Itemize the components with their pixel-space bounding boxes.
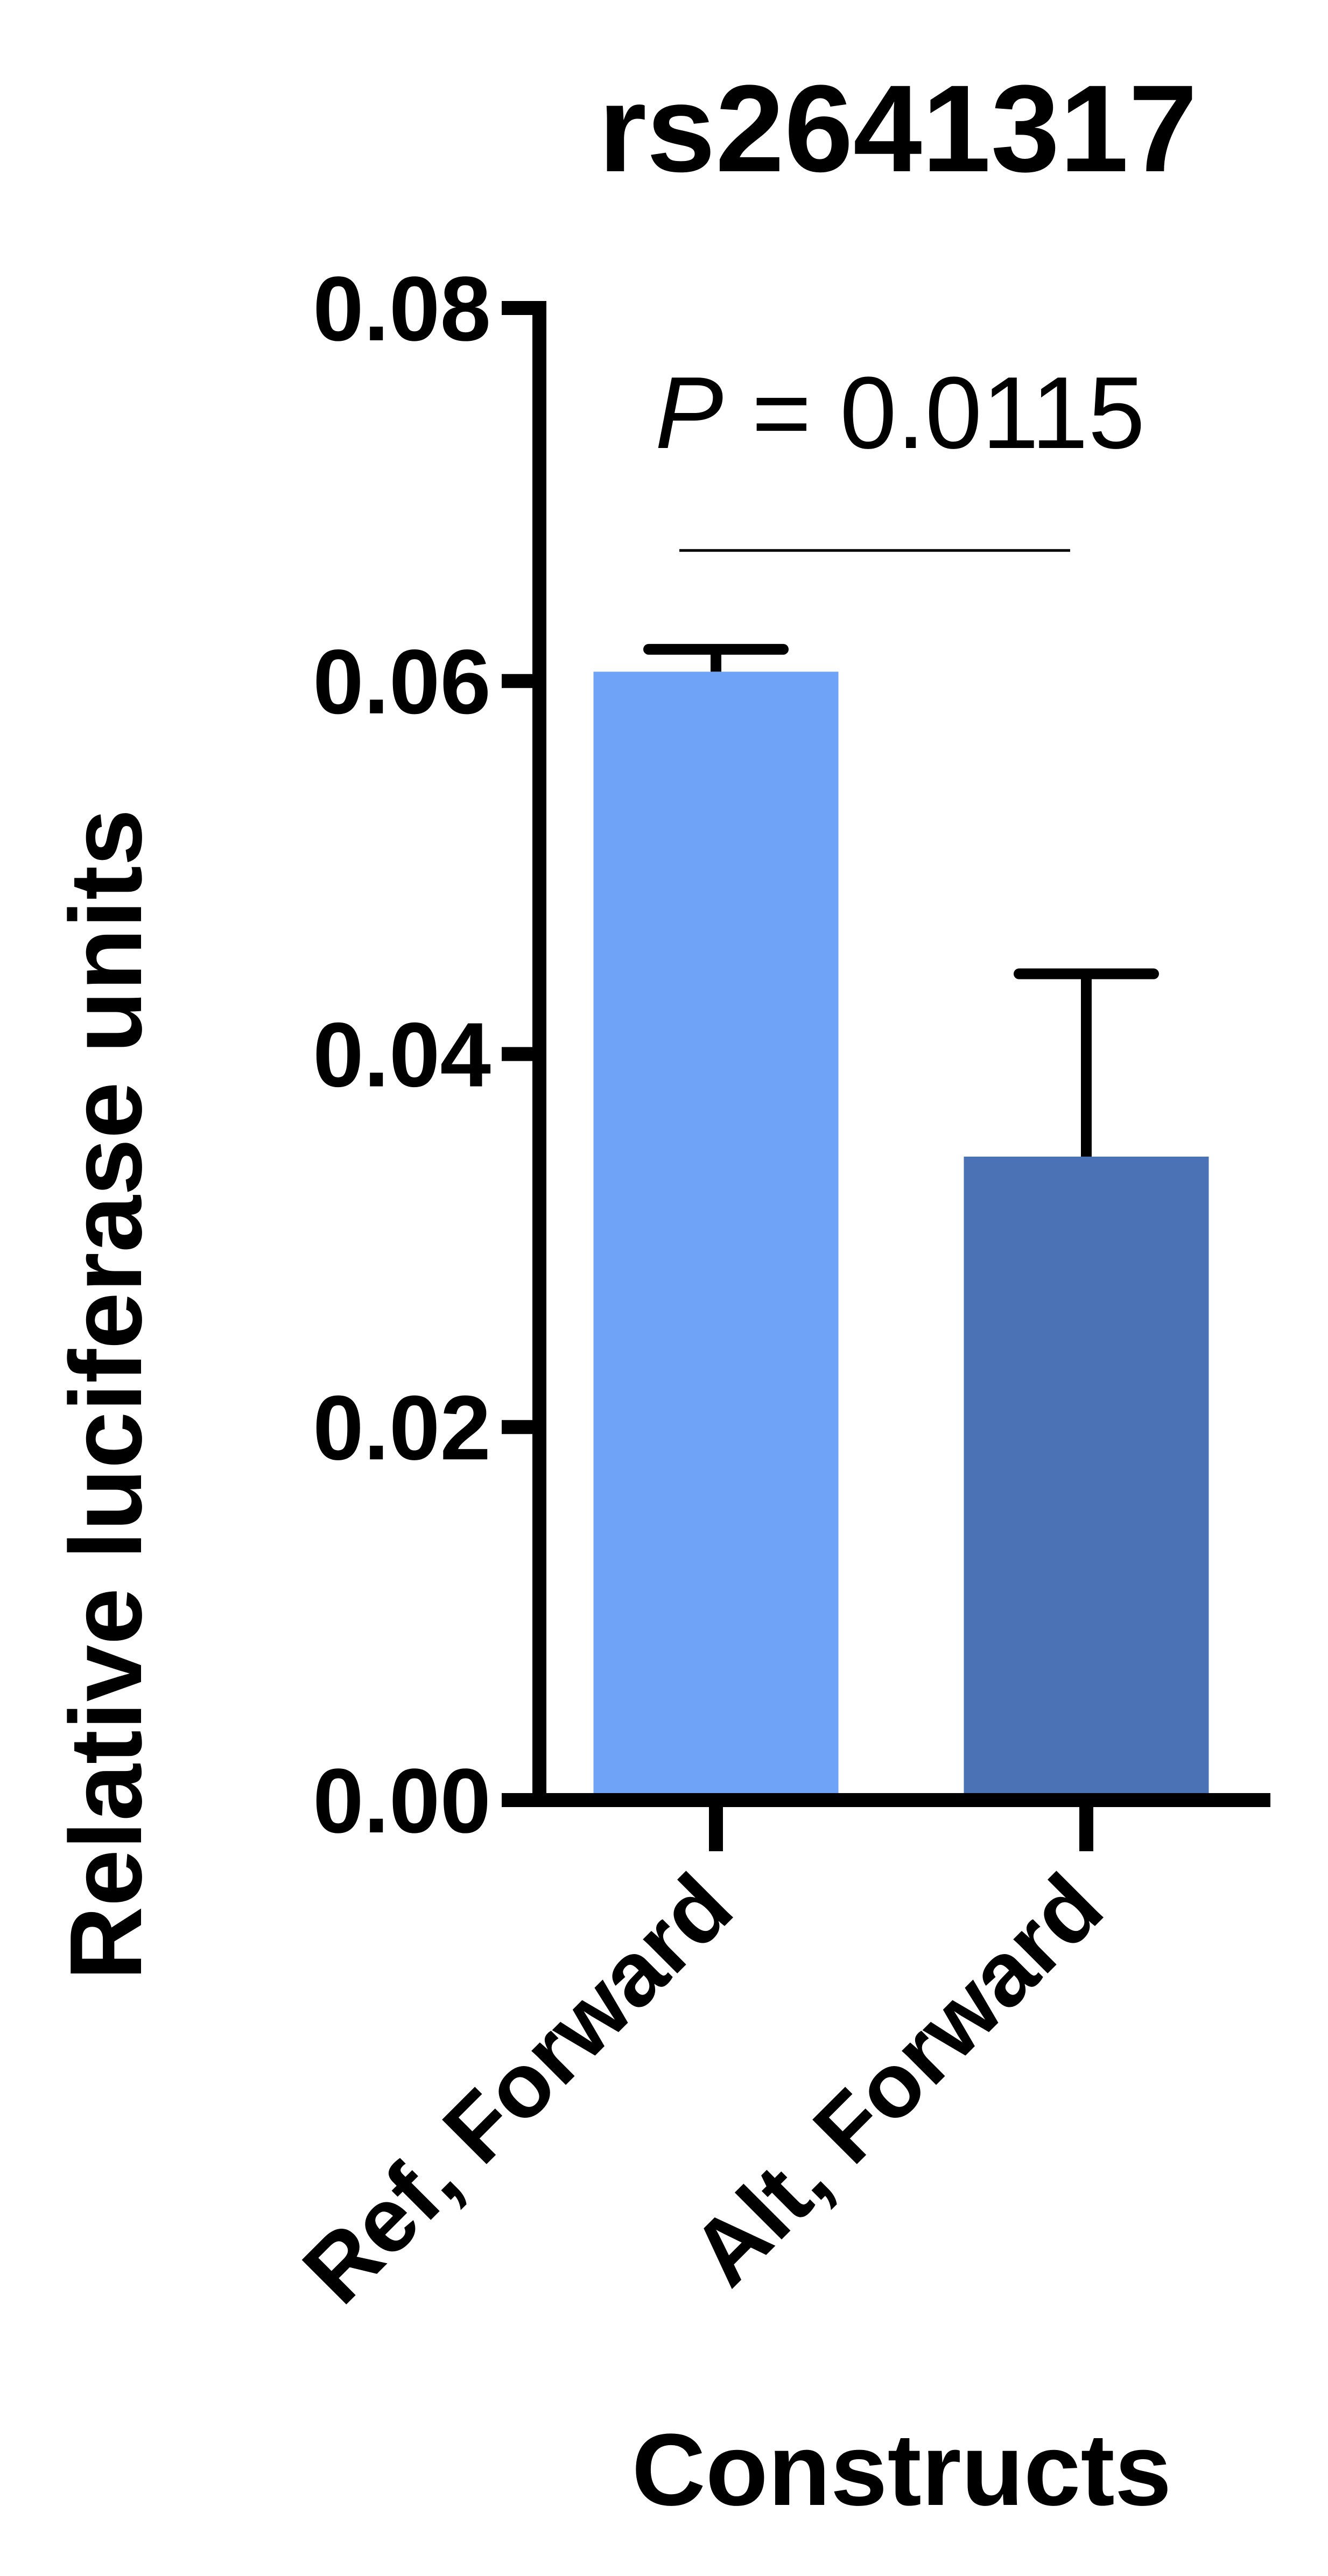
error-bars-layer — [643, 643, 1159, 1157]
y-tick-label: 0.08 — [313, 258, 491, 360]
x-axis-label: Constructs — [632, 2413, 1172, 2527]
bars-layer — [593, 671, 1209, 1801]
y-ticks-layer: 0.00 0.02 0.04 0.06 0.08 — [313, 258, 539, 1852]
y-tick-label: 0.06 — [313, 631, 491, 733]
bar-ref-forward — [593, 671, 839, 1801]
y-tick-label: 0.00 — [313, 1750, 491, 1852]
bar-alt-forward — [964, 1157, 1209, 1800]
x-category-label: Ref, Forward — [284, 1855, 751, 2323]
y-tick-label: 0.02 — [313, 1377, 491, 1479]
p-value-symbol: P — [655, 356, 723, 470]
p-value-annotation: P = 0.0115 — [655, 356, 1145, 470]
y-tick-label: 0.04 — [313, 1004, 491, 1107]
y-axis-label: Relative luciferase units — [49, 809, 163, 1980]
chart-title: rs2641317 — [599, 59, 1198, 198]
p-value-value: = 0.0115 — [723, 356, 1146, 470]
